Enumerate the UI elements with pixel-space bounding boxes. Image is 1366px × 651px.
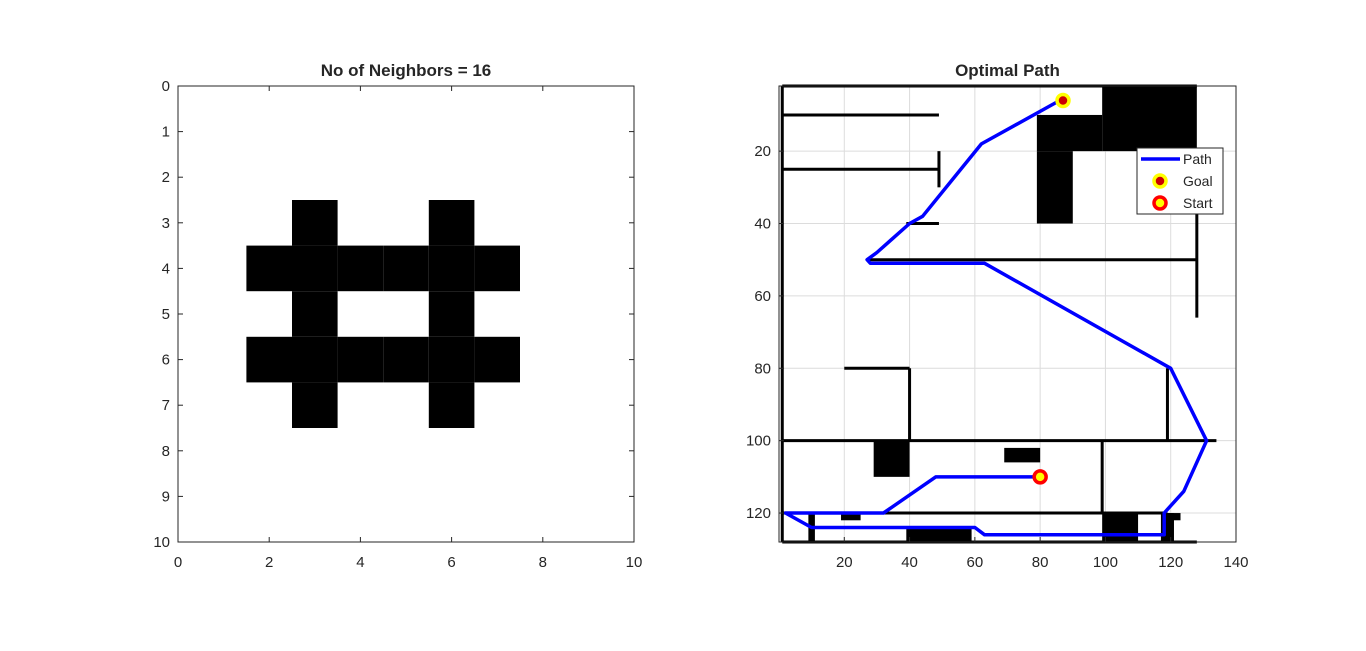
obstacle-block [1036,151,1073,224]
x-tick-label: 140 [1223,554,1248,571]
x-tick-label: 80 [1032,554,1049,571]
x-tick-label: 6 [447,554,455,571]
occupied-cell [292,245,338,292]
occupied-cell [428,336,475,383]
obstacle-block [1004,447,1041,463]
y-tick-label: 10 [153,534,170,551]
occupied-cell [292,291,338,337]
y-tick-label: 5 [162,306,170,323]
x-tick-label: 2 [265,554,273,571]
x-tick-label: 4 [356,554,364,571]
obstacle-block [1102,513,1139,542]
obstacle-block [1167,513,1181,521]
x-tick-label: 10 [626,554,643,571]
y-tick-label: 120 [746,505,771,522]
path-line [783,98,1209,537]
y-tick-label: 1 [162,124,170,141]
y-tick-label: 7 [162,397,170,414]
obstacle-block [1036,114,1103,152]
occupied-cell [337,245,384,292]
left-plot-title: No of Neighbors = 16 [321,61,492,80]
goal-marker [1055,92,1071,109]
legend-start-label: Start [1183,195,1213,211]
legend-goal-label: Goal [1183,173,1213,189]
y-tick-label: 100 [746,433,771,450]
occupied-cell [337,336,384,383]
y-tick-label: 40 [754,216,771,233]
occupied-cell [428,200,475,246]
x-tick-label: 8 [539,554,547,571]
start-marker [1032,469,1048,485]
occupied-cell [383,336,429,383]
x-tick-label: 120 [1158,554,1183,571]
y-tick-label: 20 [754,143,771,160]
occupied-cell [246,336,292,383]
occupied-cell [292,336,338,383]
occupied-cell [246,245,292,292]
legend-start-marker [1152,195,1168,211]
obstacle-block [873,440,910,477]
x-tick-label: 20 [836,554,853,571]
occupied-cell [474,336,520,383]
x-tick-label: 100 [1093,554,1118,571]
axes-box [778,85,1237,543]
y-tick-label: 60 [754,288,771,305]
x-tick-label: 40 [901,554,918,571]
occupied-cell [383,245,429,292]
occupied-cell [474,245,520,292]
y-tick-label: 9 [162,488,170,505]
occupied-cell [428,291,475,337]
occupied-cell [428,382,475,428]
right-axes: Optimal Path 20 40 60 80 100 120 140 20 40 60 80 10… [746,61,1249,571]
y-tick-label: 6 [162,352,170,369]
x-tick-label: 0 [174,554,182,571]
y-tick-label: 0 [162,78,170,95]
obstacle-block [1102,86,1197,152]
x-tick-label: 60 [967,554,984,571]
occupied-cell [292,382,338,428]
occupied-cell [292,200,338,246]
y-tick-label: 4 [162,260,170,277]
y-tick-label: 3 [162,215,170,232]
obstacle-block [906,527,972,542]
y-tick-label: 80 [754,360,771,377]
legend-goal-marker [1152,173,1168,189]
occupied-cell [428,245,475,292]
y-tick-label: 8 [162,443,170,460]
legend-path-label: Path [1183,151,1212,167]
right-plot-title: Optimal Path [955,61,1060,80]
legend: Path Goal Start [1136,147,1224,215]
y-tick-label: 2 [162,169,170,186]
obstacle-block [841,513,861,521]
plot-area [178,86,634,542]
